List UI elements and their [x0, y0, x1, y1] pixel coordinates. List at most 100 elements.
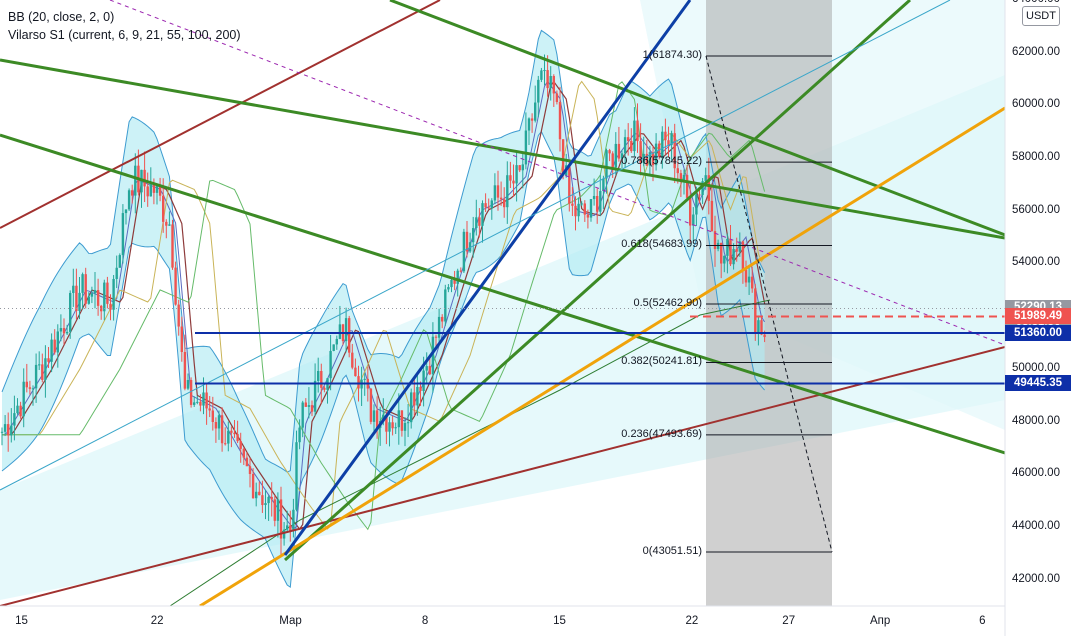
orange-line — [199, 106, 1005, 606]
candle-body — [602, 178, 605, 192]
candle-body — [388, 422, 391, 432]
candle-body — [248, 466, 252, 475]
candle-body — [62, 328, 66, 334]
candle-body — [65, 331, 69, 334]
candle-body — [568, 165, 571, 204]
candle-body — [406, 422, 410, 424]
candle-body — [7, 424, 10, 436]
price-tag-3: 49445.35 — [1005, 375, 1071, 392]
candle-body — [56, 331, 59, 353]
candle-body — [31, 388, 35, 390]
candle-body — [394, 427, 397, 429]
candle-body — [224, 443, 227, 445]
bb-upper — [1, 29, 766, 473]
candle-body — [304, 402, 307, 407]
candle-body — [177, 304, 180, 327]
candle-body — [596, 195, 599, 212]
candle-body — [620, 153, 624, 159]
candle-body — [230, 430, 233, 433]
candle-body — [682, 174, 686, 182]
candle-body — [527, 118, 531, 131]
candle-body — [664, 131, 667, 141]
candle-body — [180, 326, 183, 353]
candle-body — [434, 336, 438, 338]
candle-body — [28, 387, 32, 389]
cyan-line — [0, 0, 951, 491]
candle-body — [530, 118, 534, 121]
y-tick-label: 46000.00 — [1012, 467, 1060, 480]
candle-body — [599, 191, 602, 212]
candle-body — [592, 195, 596, 200]
candle-body — [552, 76, 555, 94]
candle-body — [270, 496, 273, 500]
candle-body — [354, 367, 357, 377]
candle-body — [555, 93, 559, 102]
price-tag-1: 51989.49 — [1005, 308, 1071, 325]
candle-body — [720, 242, 723, 264]
candle-body — [506, 175, 509, 208]
candle-body — [211, 410, 214, 423]
candle-body — [698, 194, 701, 196]
candle-body — [75, 285, 78, 311]
candle-body — [124, 209, 128, 214]
candle-body — [627, 137, 630, 141]
candle-body — [586, 214, 590, 218]
candle-body — [112, 278, 115, 310]
candle-body — [323, 387, 326, 390]
candle-body — [689, 197, 692, 226]
green-line-upper — [389, 0, 1005, 237]
candle-body — [329, 350, 332, 379]
candle-body — [453, 279, 456, 284]
red-channel-top — [0, 0, 441, 229]
fib-level-label: 0.382(50241.81) — [621, 355, 702, 368]
candle-body — [16, 405, 19, 414]
y-tick-label: 58000.00 — [1012, 151, 1060, 164]
candle-body — [493, 185, 497, 201]
candle-body — [478, 217, 481, 226]
candle-body — [524, 130, 528, 165]
legend-vilarso[interactable]: Vilarso S1 (current, 6, 9, 21, 55, 100, … — [8, 28, 241, 42]
candle-body — [503, 199, 506, 208]
legend-bb[interactable]: BB (20, close, 2, 0) — [8, 10, 115, 24]
candle-body — [217, 415, 221, 429]
candle-body — [422, 370, 425, 391]
candle-body — [171, 224, 174, 268]
candle-body — [143, 169, 146, 187]
candle-body — [189, 380, 193, 405]
candle-body — [332, 344, 335, 351]
x-tick-label: 27 — [782, 615, 796, 627]
indicator-legend: BB (20, close, 2, 0) Vilarso S1 (current… — [8, 8, 241, 44]
candle-body — [574, 205, 577, 217]
candle-body — [456, 270, 459, 284]
currency-badge[interactable]: USDT — [1022, 6, 1060, 26]
candle-body — [713, 231, 717, 249]
candle-body — [25, 381, 28, 388]
y-tick-label: 64000.00 — [1012, 0, 1060, 5]
candle-body — [462, 231, 466, 272]
candle-body — [121, 213, 125, 256]
candle-body — [289, 525, 292, 532]
candle-body — [754, 288, 757, 335]
y-tick-label: 56000.00 — [1012, 203, 1060, 216]
candle-body — [255, 491, 258, 499]
candle-body — [512, 180, 515, 184]
candle-body — [258, 491, 261, 496]
candle-body — [335, 338, 338, 345]
candle-body — [338, 324, 342, 339]
candle-body — [521, 164, 524, 171]
candle-body — [487, 207, 490, 209]
y-tick-label: 62000.00 — [1012, 45, 1060, 58]
candle-body — [93, 290, 97, 294]
candle-body — [279, 499, 283, 539]
candle-body — [651, 152, 655, 166]
y-tick-label: 44000.00 — [1012, 519, 1060, 532]
fib-level-label: 0(43051.51) — [642, 544, 702, 557]
candle-body — [540, 70, 543, 80]
candle-body — [447, 287, 450, 290]
candle-body — [685, 174, 689, 198]
candle-body — [732, 249, 735, 265]
candle-body — [397, 410, 400, 428]
candle-body — [561, 139, 565, 176]
candle-body — [348, 318, 351, 353]
